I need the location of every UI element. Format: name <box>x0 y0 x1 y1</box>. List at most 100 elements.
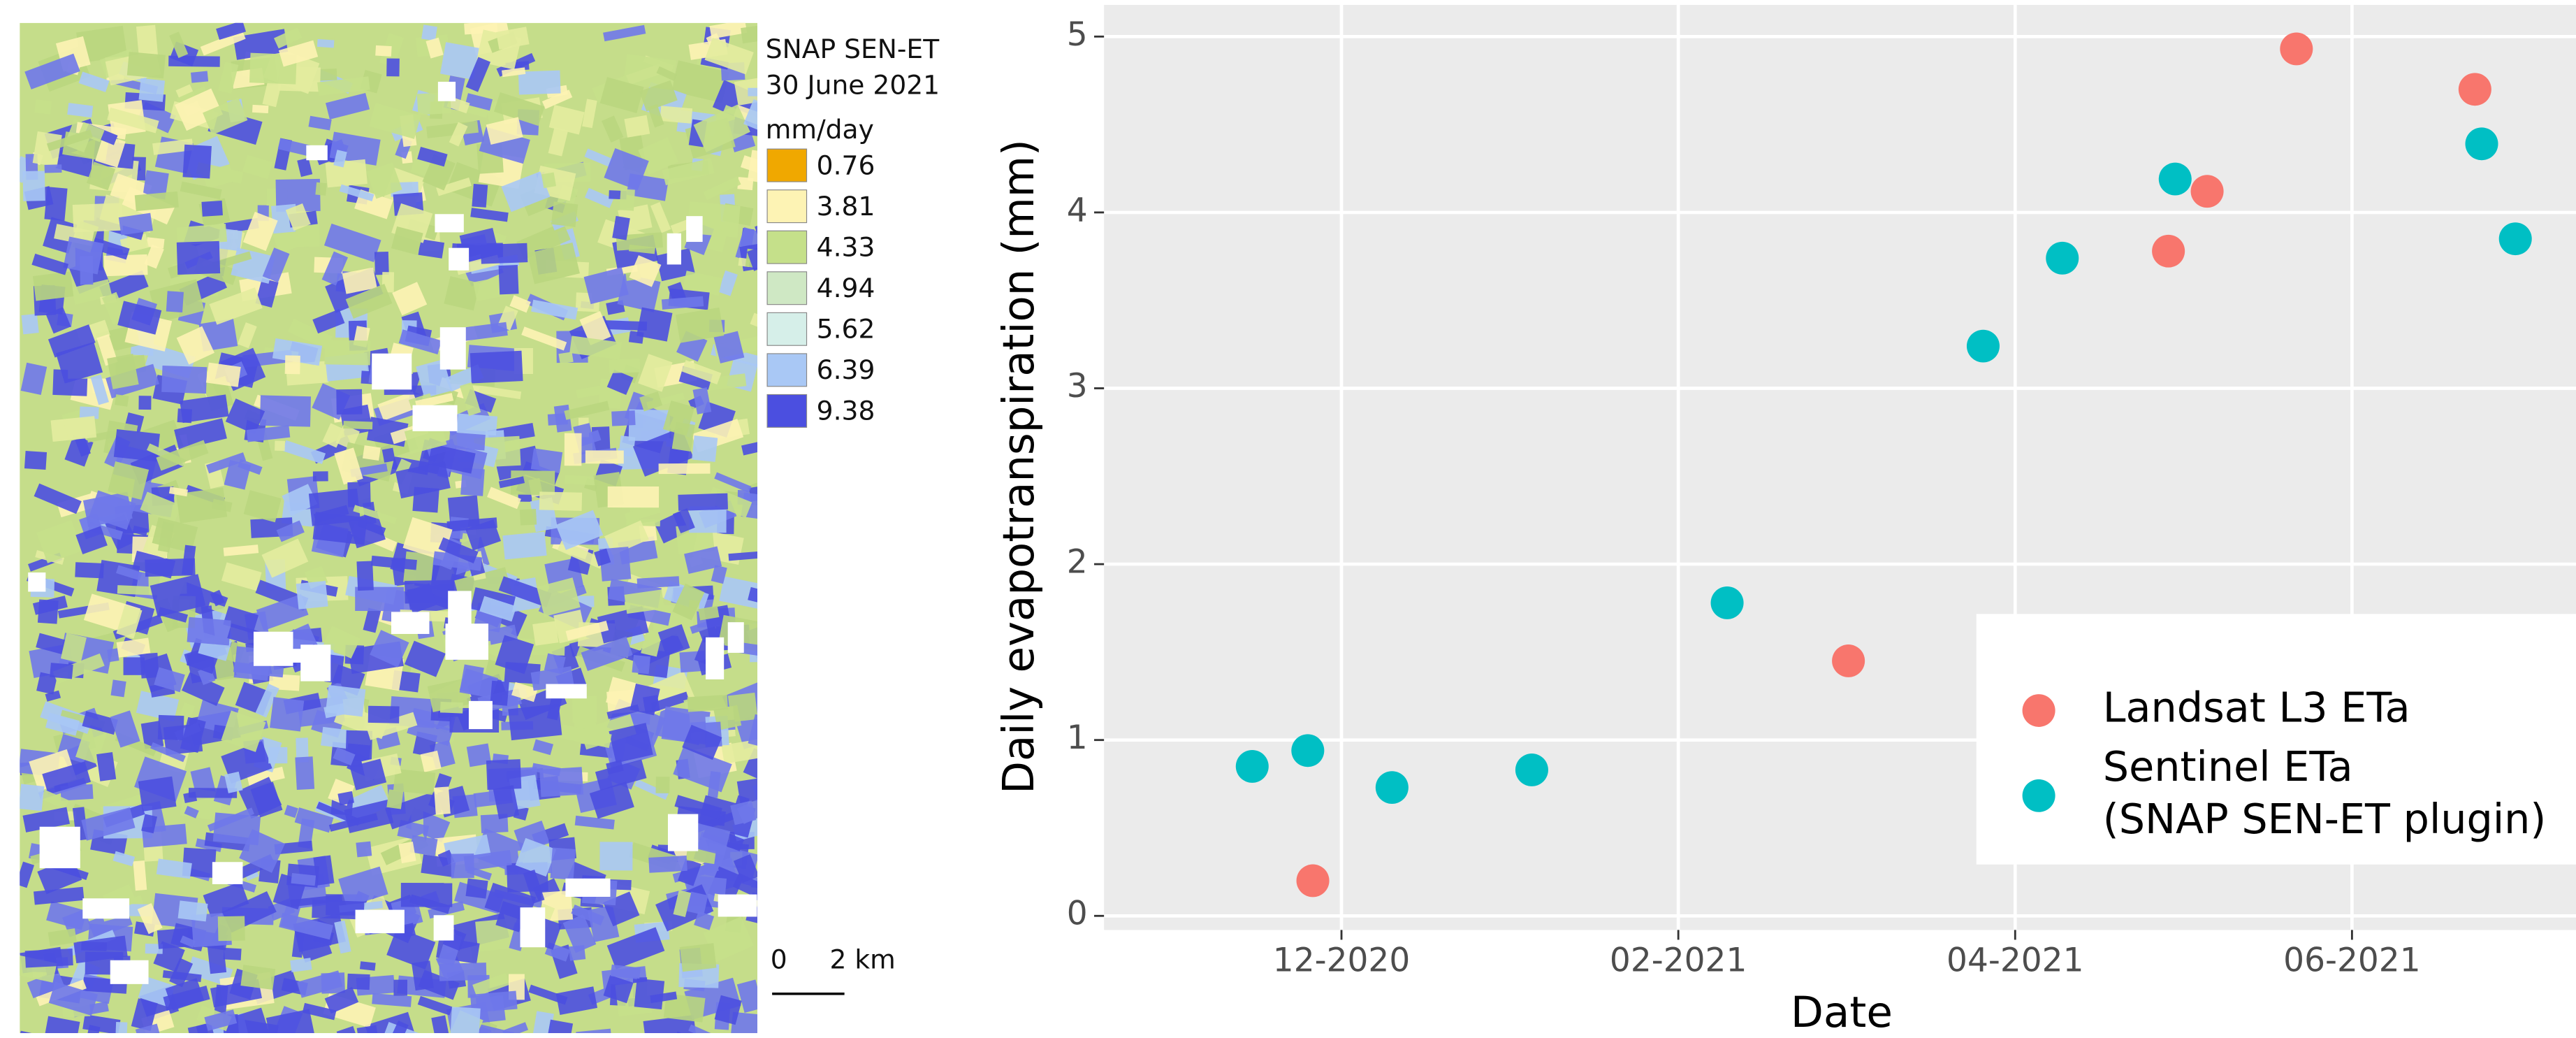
map-patch <box>568 944 586 961</box>
map-patch <box>275 178 321 212</box>
map-patch <box>177 408 193 424</box>
data-point <box>2465 127 2498 161</box>
map-patch <box>31 253 69 275</box>
map-patch <box>606 927 665 969</box>
map-patch <box>527 242 580 284</box>
map-patch <box>314 505 349 524</box>
map-nodata <box>686 216 703 243</box>
map-patch <box>741 438 757 456</box>
map-patch <box>466 743 492 767</box>
map-patch <box>595 759 647 791</box>
map-patch <box>132 525 148 536</box>
map-patch <box>551 201 578 227</box>
x-tick-label: 06-2021 <box>2283 942 2420 980</box>
map-patch <box>103 254 148 277</box>
legend-box <box>1976 614 2576 865</box>
scale-end: 2 km <box>829 944 895 974</box>
map-patch <box>107 107 159 134</box>
map-patch <box>404 640 446 677</box>
map-patch <box>81 942 107 951</box>
map-patch <box>347 973 370 990</box>
map-patch <box>313 855 335 886</box>
map-patch <box>278 40 319 67</box>
map-patch <box>284 805 298 819</box>
map-patch <box>90 374 109 405</box>
map-patch <box>409 835 438 856</box>
map-patch <box>144 244 164 269</box>
data-point <box>2458 73 2491 106</box>
map-patch <box>64 435 94 467</box>
map-patch <box>560 724 612 749</box>
map-patch <box>391 226 423 255</box>
y-tick-label: 1 <box>1067 719 1088 757</box>
map-patch <box>134 191 179 212</box>
map-patch <box>748 87 757 96</box>
map-patch <box>255 277 279 308</box>
map-patch <box>377 391 419 421</box>
map-patch <box>493 785 520 819</box>
legend-label: 5.62 <box>817 314 875 345</box>
map-patch <box>674 795 722 820</box>
map-patch <box>537 577 581 617</box>
map-patch <box>418 969 460 1000</box>
data-point <box>2498 222 2532 256</box>
map-patch <box>730 800 757 826</box>
map-patch <box>582 99 597 129</box>
map-patch <box>115 1022 128 1033</box>
map-patch <box>46 129 93 152</box>
map-patch <box>207 942 227 974</box>
map-patch <box>196 1023 208 1033</box>
map-patch <box>599 842 633 871</box>
map-patch <box>574 815 615 830</box>
map-patch <box>366 712 418 740</box>
map-patch <box>224 771 243 793</box>
map-patch <box>741 155 757 180</box>
map-patch <box>88 522 124 540</box>
map-patch <box>498 576 552 607</box>
map-patch <box>479 596 517 622</box>
y-tick-label: 0 <box>1067 895 1088 933</box>
map-patch <box>656 66 678 81</box>
map-patch <box>661 296 704 310</box>
map-patch <box>336 389 363 415</box>
map-patch <box>255 684 279 718</box>
map-patch <box>176 240 221 275</box>
map-patch <box>604 520 649 556</box>
map-patch <box>583 267 629 305</box>
map-patch <box>741 24 757 44</box>
map-patch <box>279 912 333 940</box>
map-patch <box>415 393 454 409</box>
map-patch <box>721 737 757 764</box>
map-patch <box>698 605 720 621</box>
map-patch <box>362 445 381 461</box>
map-patch <box>212 498 233 512</box>
map-patch <box>118 212 153 236</box>
map-patch <box>714 472 752 493</box>
map-patch <box>43 1016 80 1033</box>
map-patch <box>451 853 474 879</box>
map-patch <box>233 29 289 60</box>
map-patch <box>214 984 228 1016</box>
map-patch <box>589 781 634 819</box>
map-patch <box>409 894 451 914</box>
map-patch <box>48 928 77 946</box>
map-patch <box>82 711 118 735</box>
map-patch <box>609 358 641 373</box>
map-patch <box>371 555 417 570</box>
map-patch <box>227 623 263 647</box>
map-patch <box>165 978 205 1011</box>
map-patch <box>152 138 194 155</box>
map-patch <box>502 1022 529 1033</box>
map-patch <box>268 747 288 764</box>
map-patch <box>472 972 510 997</box>
map-patch <box>380 1021 430 1033</box>
map-patch <box>718 270 738 296</box>
data-point <box>1291 734 1325 767</box>
map-patch <box>157 714 184 740</box>
map-patch <box>355 586 405 612</box>
map-patch <box>675 307 725 343</box>
map-patch <box>201 200 223 217</box>
map-patch <box>315 182 327 196</box>
map-patch <box>343 421 373 430</box>
map-patch <box>707 771 721 798</box>
